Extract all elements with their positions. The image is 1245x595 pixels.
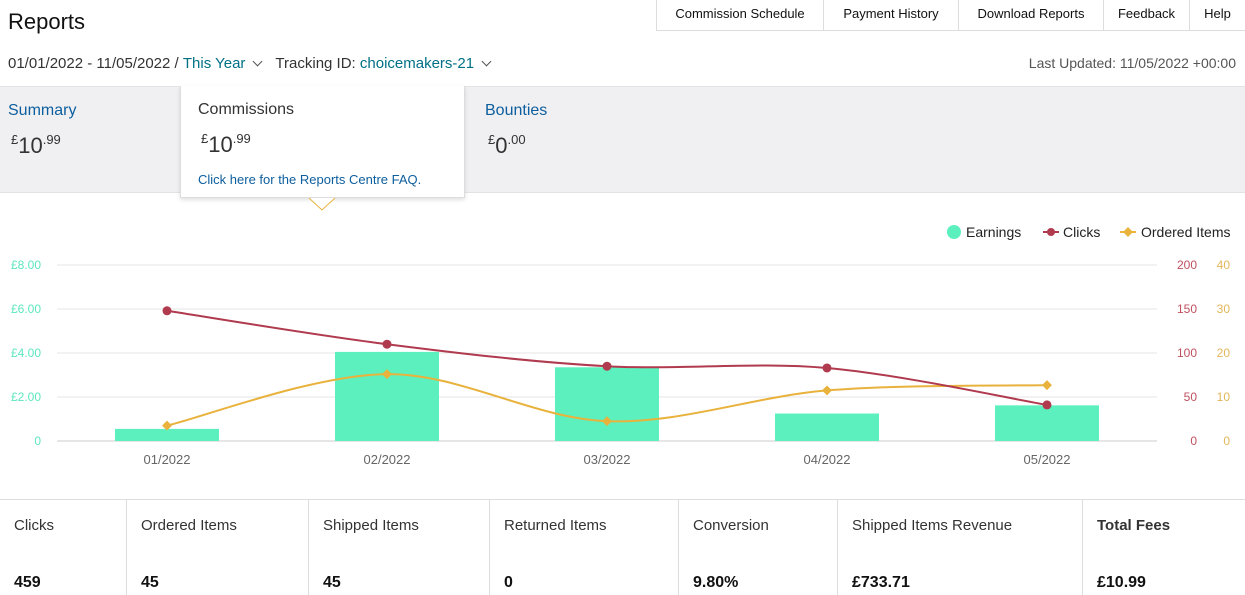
x-tick-label: 03/2022 bbox=[584, 452, 631, 467]
y-right2-tick-label: 30 bbox=[1217, 302, 1231, 316]
legend-earnings-label: Earnings bbox=[966, 224, 1021, 240]
stats-bar: Clicks 459 Ordered Items 45 Shipped Item… bbox=[0, 499, 1245, 595]
y-right2-tick-label: 10 bbox=[1217, 390, 1231, 404]
ordered-items-point bbox=[1042, 380, 1052, 391]
x-tick-label: 02/2022 bbox=[364, 452, 411, 467]
clicks-point bbox=[382, 339, 392, 349]
earnings-bar bbox=[995, 405, 1099, 441]
y-right2-tick-label: 20 bbox=[1217, 346, 1231, 360]
nav-commission-schedule[interactable]: Commission Schedule bbox=[657, 0, 824, 30]
earnings-chart: 0 0 0 £2.00 50 10 £4.00 100 20 £6.00 150 30 £8.00 200… bbox=[11, 224, 1231, 467]
tab-summary[interactable]: Summary bbox=[8, 102, 77, 119]
clicks-point bbox=[822, 363, 832, 373]
y-right2-tick-label: 40 bbox=[1217, 258, 1231, 272]
x-tick-label: 04/2022 bbox=[804, 452, 851, 467]
clicks-point bbox=[1042, 400, 1052, 410]
filter-row: 01/01/2022 - 11/05/2022 / This Year Trac… bbox=[8, 55, 504, 72]
page-title: Reports bbox=[8, 9, 86, 34]
x-tick-label: 01/2022 bbox=[144, 452, 191, 467]
y-left-tick-label: £4.00 bbox=[11, 346, 41, 360]
nav-download-reports[interactable]: Download Reports bbox=[959, 0, 1104, 30]
y-left-tick-label: £2.00 bbox=[11, 390, 41, 404]
stat-label: Ordered Items bbox=[141, 517, 237, 534]
stat-value: 0 bbox=[504, 574, 513, 591]
y-right1-tick-label: 200 bbox=[1177, 258, 1197, 272]
y-right1-tick-label: 50 bbox=[1184, 390, 1198, 404]
ordered-items-point bbox=[822, 385, 832, 396]
y-right2-tick-label: 0 bbox=[1223, 434, 1230, 448]
nav-help[interactable]: Help bbox=[1204, 6, 1231, 21]
legend-ordered-items-swatch bbox=[1123, 227, 1133, 237]
summary-amount: £10.99 bbox=[11, 132, 61, 158]
ordered-items-point bbox=[162, 420, 172, 431]
stat-total-fees: Total Fees £10.99 bbox=[1083, 500, 1245, 595]
earnings-bar bbox=[775, 413, 879, 441]
last-updated: Last Updated: 11/05/2022 +00:00 bbox=[1028, 55, 1236, 71]
stat-label: Total Fees bbox=[1097, 517, 1171, 534]
stat-value: 9.80% bbox=[693, 574, 739, 591]
legend-clicks-swatch bbox=[1047, 228, 1055, 236]
stat-value: 459 bbox=[14, 574, 41, 591]
stat-returned-items: Returned Items 0 bbox=[490, 500, 679, 595]
stat-label: Returned Items bbox=[504, 517, 607, 534]
x-tick-label: 05/2022 bbox=[1024, 452, 1071, 467]
bounties-amount: £0.00 bbox=[488, 132, 526, 158]
chevron-down-icon[interactable] bbox=[481, 56, 492, 67]
stat-value: £10.99 bbox=[1097, 574, 1146, 591]
clicks-point bbox=[602, 361, 612, 371]
popover-pointer bbox=[308, 197, 336, 211]
earnings-bar bbox=[555, 367, 659, 441]
stat-value: 45 bbox=[323, 574, 341, 591]
y-right1-tick-label: 100 bbox=[1177, 346, 1197, 360]
date-range: 01/01/2022 - 11/05/2022 / bbox=[8, 55, 179, 72]
tracking-id-dropdown[interactable]: choicemakers-21 bbox=[359, 55, 475, 72]
stat-label: Conversion bbox=[693, 517, 769, 534]
stat-label: Shipped Items Revenue bbox=[852, 517, 1013, 534]
y-left-tick-label: 0 bbox=[34, 434, 41, 448]
legend-clicks-label: Clicks bbox=[1063, 224, 1100, 240]
ordered-items-point bbox=[602, 416, 612, 427]
stat-value: £733.71 bbox=[852, 574, 910, 591]
legend-ordered-items-label: Ordered Items bbox=[1141, 224, 1230, 240]
tracking-label: Tracking ID: bbox=[275, 55, 356, 72]
earnings-bar bbox=[335, 351, 439, 441]
stat-clicks: Clicks 459 bbox=[0, 500, 127, 595]
y-left-tick-label: £8.00 bbox=[11, 258, 41, 272]
earnings-bar bbox=[115, 428, 219, 441]
chevron-down-icon[interactable] bbox=[252, 56, 263, 67]
legend-earnings-swatch bbox=[947, 225, 961, 239]
stat-label: Shipped Items bbox=[323, 517, 419, 534]
stat-value: 45 bbox=[141, 574, 159, 591]
period-dropdown[interactable]: This Year bbox=[182, 55, 246, 72]
stat-shipped-items-revenue: Shipped Items Revenue £733.71 bbox=[838, 500, 1083, 595]
y-right1-tick-label: 0 bbox=[1190, 434, 1197, 448]
top-nav: Commission Schedule Payment History Down… bbox=[656, 0, 1245, 31]
reports-faq-link[interactable]: Click here for the Reports Centre FAQ. bbox=[198, 172, 422, 187]
stat-ordered-items: Ordered Items 45 bbox=[127, 500, 309, 595]
stat-shipped-items: Shipped Items 45 bbox=[309, 500, 490, 595]
tab-bounties[interactable]: Bounties bbox=[485, 102, 548, 119]
y-left-tick-label: £6.00 bbox=[11, 302, 41, 316]
nav-payment-history[interactable]: Payment History bbox=[824, 0, 959, 30]
y-right1-tick-label: 150 bbox=[1177, 302, 1197, 316]
clicks-point bbox=[162, 306, 172, 316]
nav-feedback[interactable]: Feedback bbox=[1104, 0, 1190, 30]
stat-label: Clicks bbox=[14, 517, 54, 534]
commissions-amount: £10.99 bbox=[201, 131, 251, 157]
stat-conversion: Conversion 9.80% bbox=[679, 500, 838, 595]
tab-commissions[interactable]: Commissions bbox=[198, 101, 295, 118]
commissions-popover: Commissions £10.99 Click here for the Re… bbox=[180, 86, 465, 198]
